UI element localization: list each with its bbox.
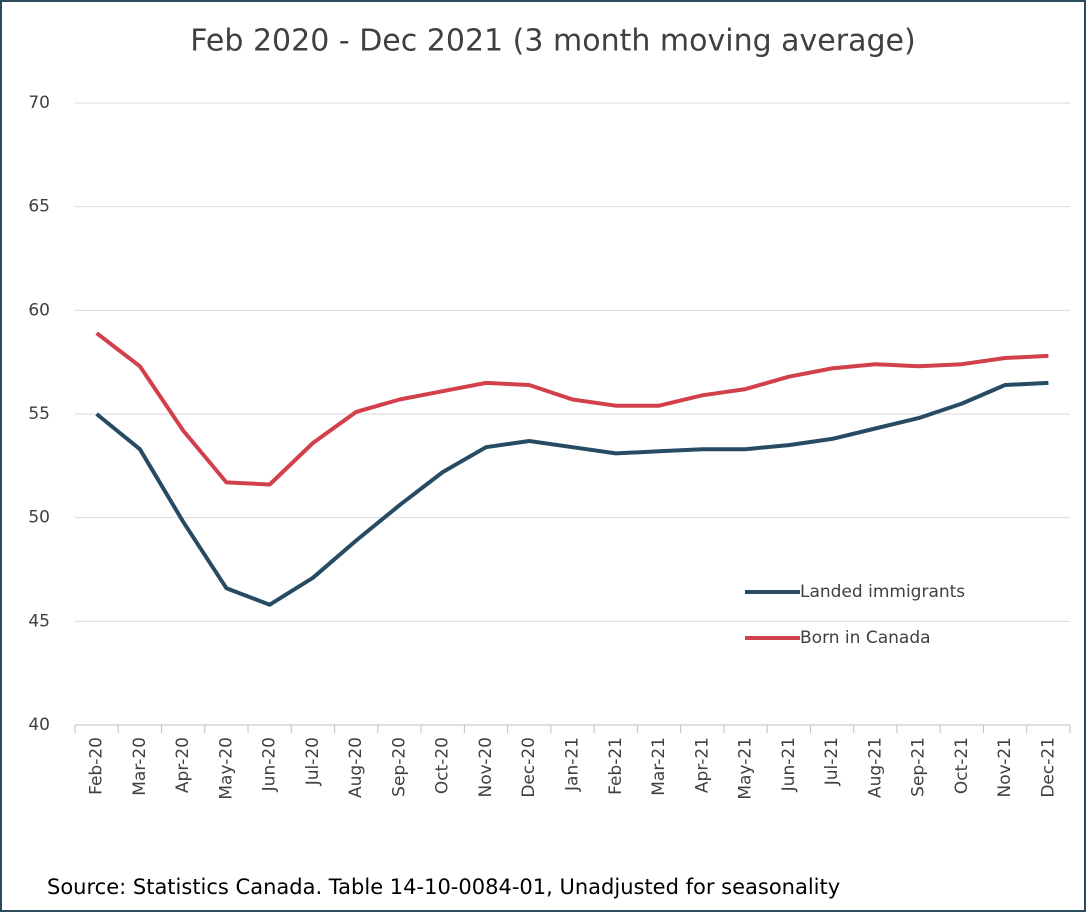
x-tick-label: Dec-21	[1038, 737, 1058, 798]
x-tick-label: May-20	[216, 737, 236, 800]
legend-label: Born in Canada	[800, 628, 931, 648]
x-tick-label: Jul-20	[303, 737, 323, 786]
x-tick-label: Apr-21	[692, 737, 712, 793]
x-tick-label: Jul-21	[822, 737, 842, 786]
x-tick-label: Aug-21	[865, 737, 885, 798]
y-tick-label: 65	[28, 197, 50, 217]
x-tick-label: May-21	[736, 737, 756, 800]
legend-label: Landed immigrants	[800, 582, 965, 602]
x-tick-label: Oct-20	[433, 737, 453, 794]
chart-title: Feb 2020 - Dec 2021 (3 month moving aver…	[190, 24, 915, 59]
x-tick-label: Sep-20	[389, 737, 409, 797]
source-note: Source: Statistics Canada. Table 14-10-0…	[47, 875, 840, 899]
x-tick-label: Nov-20	[476, 737, 496, 798]
x-tick-label: Feb-21	[606, 737, 626, 795]
line-series	[95, 380, 1049, 607]
y-tick-label: 55	[28, 404, 50, 424]
y-tick-label: 45	[28, 611, 50, 631]
x-tick-label: Nov-21	[995, 737, 1015, 798]
x-tick-label: Sep-21	[909, 737, 929, 797]
x-tick-label: Jun-20	[260, 737, 280, 792]
x-tick-label: Jun-21	[779, 737, 799, 792]
x-tick-label: Feb-20	[87, 737, 107, 795]
y-tick-label: 60	[28, 300, 50, 320]
x-tick-label: Aug-20	[346, 737, 366, 798]
y-tick-label: 50	[28, 508, 50, 528]
x-tick-label: Jan-21	[563, 737, 583, 792]
y-tick-label: 70	[28, 93, 50, 113]
x-tick-label: Mar-21	[649, 737, 669, 796]
x-tick-label: Dec-20	[519, 737, 539, 798]
x-tick-label: Oct-21	[952, 737, 972, 794]
y-tick-label: 40	[28, 715, 50, 735]
x-tick-label: Apr-20	[173, 737, 193, 793]
x-tick-label: Mar-20	[130, 737, 150, 796]
line-series	[95, 331, 1049, 487]
